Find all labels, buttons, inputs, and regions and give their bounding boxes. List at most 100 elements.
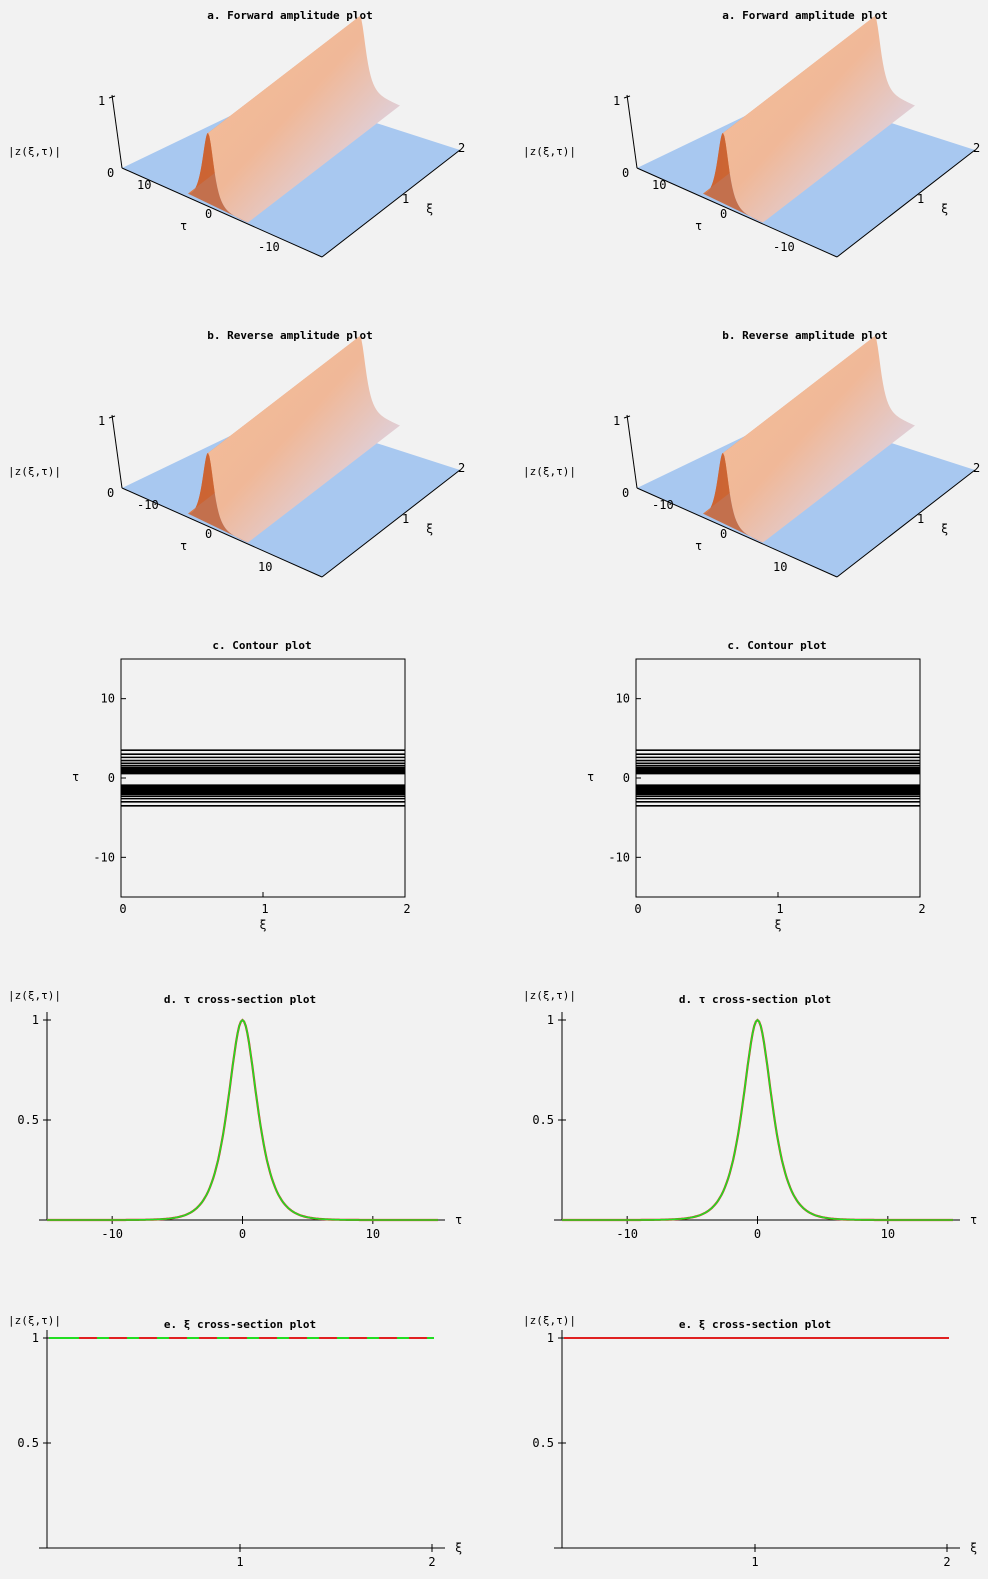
- z-axis-label: |z(ξ,τ)|: [8, 465, 61, 478]
- plot-title: a. Forward amplitude plot: [207, 9, 373, 22]
- z-tick-label: 0: [107, 166, 114, 180]
- y-tick-label: 0.5: [532, 1436, 554, 1450]
- xi-tick-label: 2: [973, 461, 980, 475]
- y-tick-label: 1: [547, 1013, 554, 1027]
- tau-tick-label: 10: [773, 560, 787, 574]
- plot-title: b. Reverse amplitude plot: [722, 329, 888, 342]
- xi-tick-label: 2: [973, 141, 980, 155]
- xi-tick-label: 1: [917, 192, 924, 206]
- x-tick-label: 10: [366, 1227, 380, 1241]
- xi-tick-label: 2: [458, 461, 465, 475]
- y-tick-label: 0.5: [17, 1113, 39, 1127]
- plot-title: e. ξ cross-section plot: [679, 1318, 831, 1331]
- y-tick-label: 0: [108, 771, 115, 785]
- series-line: [47, 1020, 438, 1220]
- xi-tick-label: 1: [402, 512, 409, 526]
- xi-axis-label: ξ: [426, 522, 433, 536]
- x-tick-label: 0: [119, 902, 126, 916]
- x-tick-label: 1: [776, 902, 783, 916]
- y-tick-label: 10: [616, 692, 630, 706]
- tau-tick-label: -10: [773, 240, 795, 254]
- plot-title: d. τ cross-section plot: [679, 993, 831, 1006]
- y-tick-label: 1: [547, 1331, 554, 1345]
- forward-amplitude-plot: a. Forward amplitude plot10|z(ξ,τ)|100-1…: [8, 9, 465, 257]
- x-tick-label: -10: [101, 1227, 123, 1241]
- tau-cross-section-plot: |z(ξ,τ)| d. τ cross-section plot 1 0.5 -10 0 1…: [8, 989, 462, 1241]
- tau-tick-label: 0: [205, 207, 212, 221]
- z-tick-label: 1: [613, 94, 620, 108]
- contour-frame: [121, 659, 405, 897]
- x-axis-label: ξ: [970, 1541, 977, 1555]
- x-tick-label: 2: [428, 1555, 435, 1569]
- z-axis-label: |z(ξ,τ)|: [523, 145, 576, 158]
- y-tick-label: 10: [101, 692, 115, 706]
- y-tick-label: -10: [608, 850, 630, 864]
- tau-axis-label: τ: [695, 219, 702, 233]
- plot-title: b. Reverse amplitude plot: [207, 329, 373, 342]
- xi-tick-label: 1: [402, 192, 409, 206]
- z-tick-label: 1: [613, 414, 620, 428]
- z-tick-label: 0: [622, 486, 629, 500]
- z-tick-label: 1: [98, 414, 105, 428]
- tau-tick-label: 10: [137, 178, 151, 192]
- contour-frame: [636, 659, 920, 897]
- x-tick-label: 0: [239, 1227, 246, 1241]
- y-axis-label: |z(ξ,τ)|: [523, 1314, 576, 1327]
- xi-cross-section-plot: |z(ξ,τ)| e. ξ cross-section plot 1 0.5 1 2 ξ: [523, 1314, 977, 1569]
- z-tick-label: 0: [622, 166, 629, 180]
- reverse-amplitude-plot: b. Reverse amplitude plot10|z(ξ,τ)|-1001…: [523, 329, 980, 577]
- plot-title: c. Contour plot: [727, 639, 826, 652]
- z-axis: [112, 415, 122, 488]
- x-tick-label: 1: [751, 1555, 758, 1569]
- x-tick-label: -10: [616, 1227, 638, 1241]
- y-tick-label: 0.5: [17, 1436, 39, 1450]
- tau-tick-label: -10: [652, 498, 674, 512]
- z-axis: [627, 95, 637, 168]
- x-axis-label: τ: [970, 1213, 977, 1227]
- x-tick-label: 2: [943, 1555, 950, 1569]
- tau-axis-label: τ: [180, 219, 187, 233]
- x-axis-label: ξ: [259, 918, 266, 932]
- xi-tick-label: 2: [458, 141, 465, 155]
- series-line: [47, 1020, 438, 1220]
- tau-tick-label: -10: [137, 498, 159, 512]
- y-tick-label: 1: [32, 1331, 39, 1345]
- plot-title: d. τ cross-section plot: [164, 993, 316, 1006]
- tau-tick-label: 0: [720, 207, 727, 221]
- tau-tick-label: 10: [652, 178, 666, 192]
- y-tick-label: 0.5: [532, 1113, 554, 1127]
- series-line: [562, 1020, 953, 1220]
- x-tick-label: 2: [403, 902, 410, 916]
- y-axis-label: τ: [72, 770, 79, 784]
- series-line: [562, 1020, 953, 1220]
- y-axis-label: |z(ξ,τ)|: [8, 989, 61, 1002]
- x-tick-label: 1: [261, 902, 268, 916]
- x-tick-label: 2: [918, 902, 925, 916]
- tau-tick-label: 0: [205, 527, 212, 541]
- z-axis: [627, 415, 637, 488]
- xi-axis-label: ξ: [941, 522, 948, 536]
- tau-axis-label: τ: [695, 539, 702, 553]
- x-tick-label: 1: [236, 1555, 243, 1569]
- x-axis-label: ξ: [455, 1541, 462, 1555]
- contour-plot: c. Contour plot 10 0 -10 τ 0 1 2 ξ: [72, 639, 411, 932]
- x-tick-label: 0: [754, 1227, 761, 1241]
- tau-tick-label: 0: [720, 527, 727, 541]
- y-tick-label: -10: [93, 850, 115, 864]
- xi-tick-label: 1: [917, 512, 924, 526]
- y-tick-label: 1: [32, 1013, 39, 1027]
- plot-title: c. Contour plot: [212, 639, 311, 652]
- z-axis-label: |z(ξ,τ)|: [8, 145, 61, 158]
- z-tick-label: 0: [107, 486, 114, 500]
- x-tick-label: 10: [881, 1227, 895, 1241]
- tau-tick-label: -10: [258, 240, 280, 254]
- y-axis-label: τ: [587, 770, 594, 784]
- y-tick-label: 0: [623, 771, 630, 785]
- y-axis-label: |z(ξ,τ)|: [8, 1314, 61, 1327]
- x-tick-label: 0: [634, 902, 641, 916]
- y-axis-label: |z(ξ,τ)|: [523, 989, 576, 1002]
